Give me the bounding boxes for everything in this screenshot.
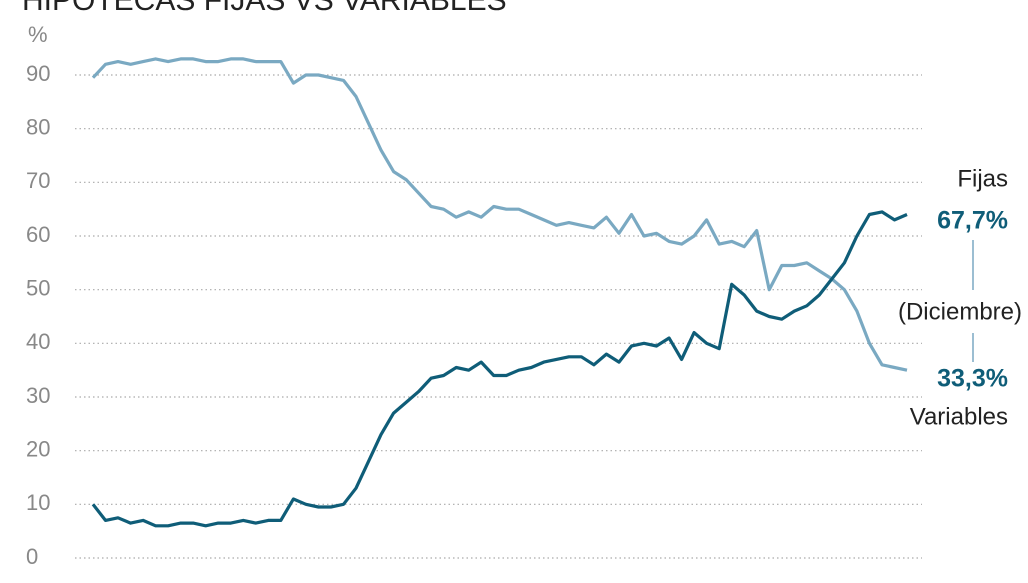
annotation: (Diciembre) — [898, 298, 1022, 325]
annotation: 33,3% — [937, 365, 1008, 393]
y-tick-label: 0 — [26, 544, 38, 569]
y-tick-label: 60 — [26, 222, 50, 247]
series-label: Variables — [910, 403, 1008, 430]
y-tick-label: 70 — [26, 168, 50, 193]
y-tick-label: 40 — [26, 329, 50, 354]
y-tick-label: 90 — [26, 61, 50, 86]
y-tick-label: 50 — [26, 275, 50, 300]
y-unit: % — [28, 22, 48, 47]
series-label: Fijas — [957, 165, 1008, 192]
chart-title: HIPOTECAS FIJAS VS VARIABLES — [22, 0, 507, 17]
annotation: 67,7% — [937, 207, 1008, 235]
y-tick-label: 20 — [26, 436, 50, 461]
y-tick-label: 80 — [26, 114, 50, 139]
series-line — [91, 210, 908, 528]
y-tick-label: 30 — [26, 383, 50, 408]
series-line — [91, 57, 908, 372]
y-tick-label: 10 — [26, 490, 50, 515]
